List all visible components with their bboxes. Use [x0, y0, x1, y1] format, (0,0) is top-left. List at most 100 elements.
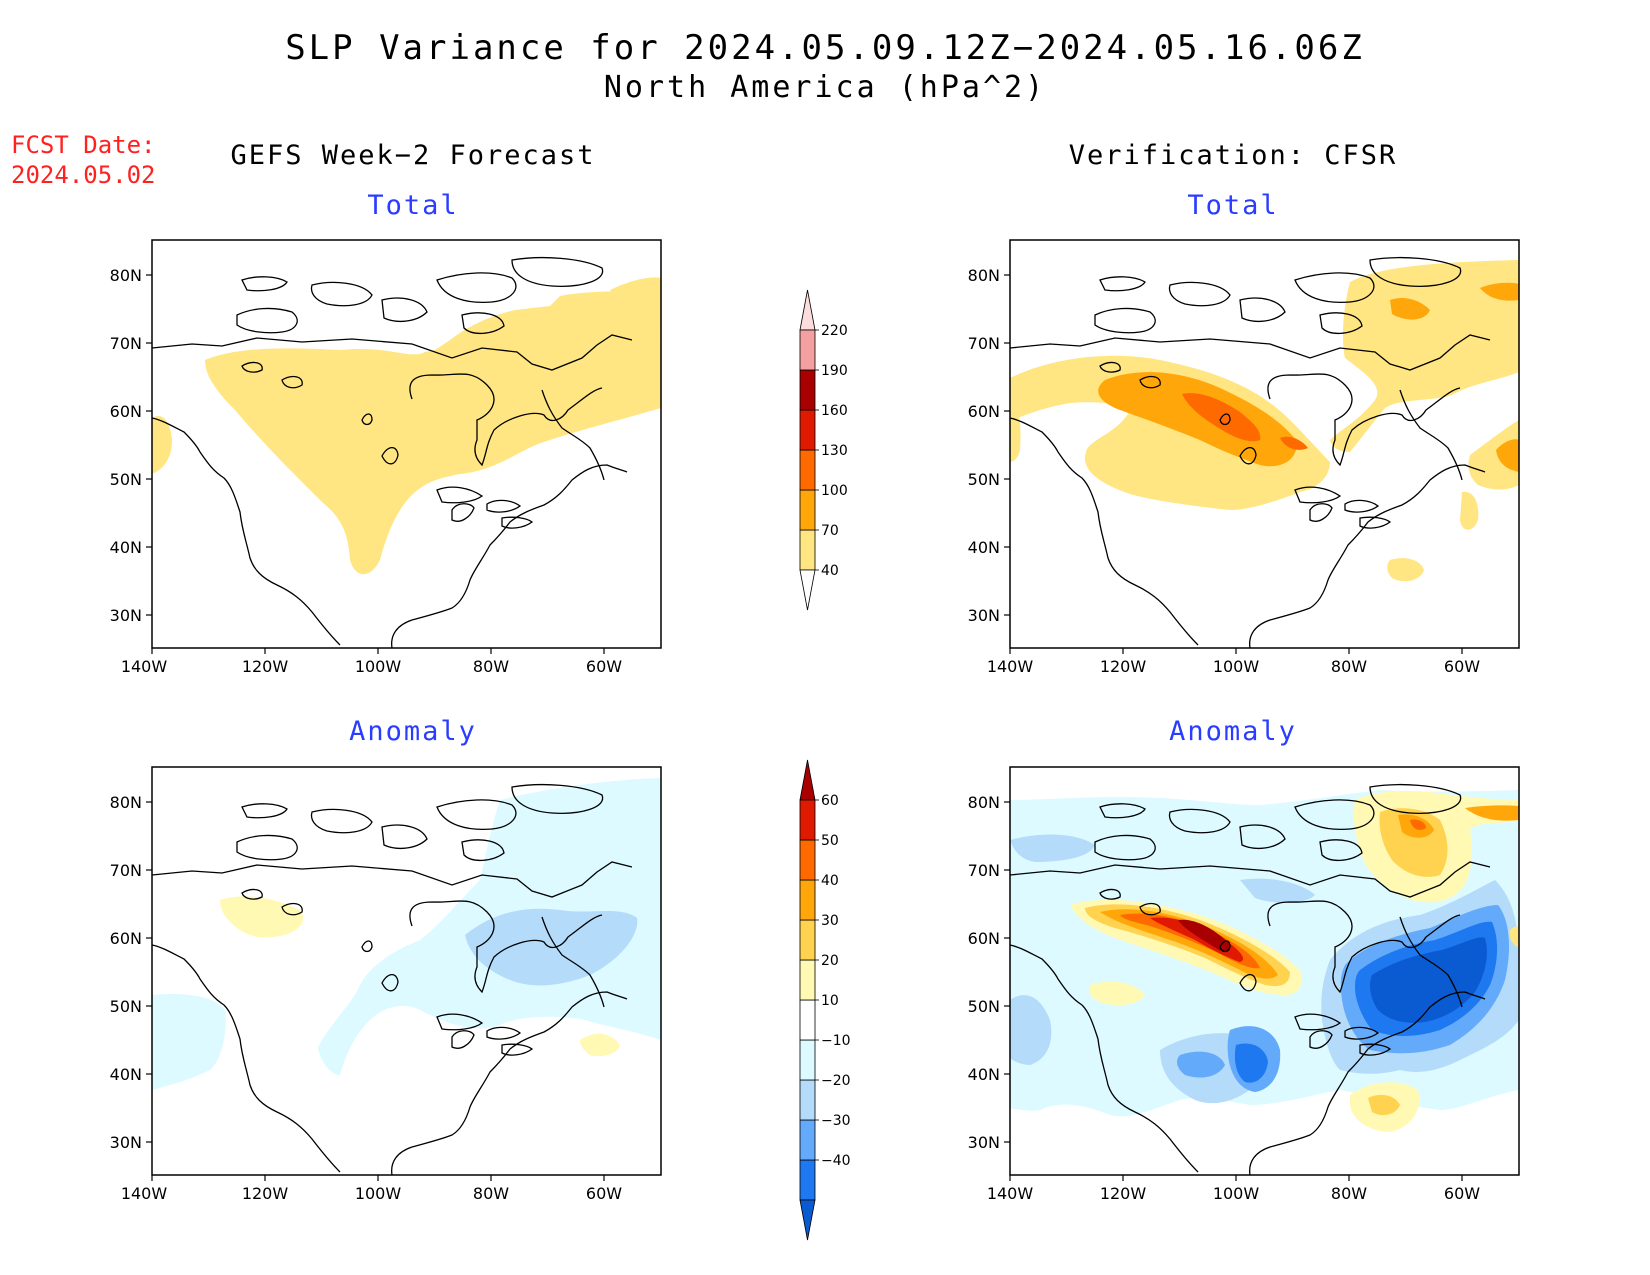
- right-column-title: Verification: CFSR: [1068, 140, 1398, 171]
- panel-title-anomaly-verification: Anomaly: [1169, 716, 1297, 747]
- lon-tick-120w: 120W: [242, 657, 289, 676]
- colorbar-total-box-3: [799, 409, 816, 451]
- colorbar-anomaly-label-2: −20: [821, 1073, 851, 1089]
- lat-tick-60n: 60N: [968, 929, 1000, 948]
- lon-tick-80w: 80W: [473, 657, 509, 676]
- colorbar-anomaly-label-3: −10: [821, 1033, 851, 1049]
- lon-tick-60w: 60W: [586, 1184, 622, 1203]
- colorbar-total-box-4: [799, 369, 816, 411]
- lon-tick-60w: 60W: [586, 657, 622, 676]
- colorbar-total-label-70: 70: [821, 523, 839, 539]
- lon-tick-100w: 100W: [355, 657, 402, 676]
- colorbar-total-box-5: [799, 329, 816, 371]
- colorbar-anomaly-label-7: 40: [821, 873, 839, 889]
- lon-tick-100w: 100W: [355, 1184, 402, 1203]
- colorbar-total-label-40: 40: [821, 563, 839, 579]
- lat-tick-80n: 80N: [110, 793, 142, 812]
- lat-tick-50n: 50N: [968, 997, 1000, 1016]
- colorbar-anomaly-label-1: −30: [821, 1113, 851, 1129]
- colorbar-anomaly-box-4: [799, 999, 816, 1041]
- chart-title: SLP Variance for 2024.05.09.12Z−2024.05.…: [285, 28, 1365, 68]
- colorbar-total-label-130: 130: [821, 443, 848, 459]
- lat-tick-labels-a: 80N 70N 60N 50N 40N 30N: [110, 266, 142, 625]
- colorbar-total-box-0: [799, 529, 816, 571]
- colorbar-total-box-1: [799, 489, 816, 531]
- lat-tick-60n: 60N: [968, 402, 1000, 421]
- colorbar-total-label-160: 160: [821, 403, 848, 419]
- colorbar-anomaly-label-5: 20: [821, 953, 839, 969]
- lat-tick-50n: 50N: [110, 997, 142, 1016]
- colorbar-total-label-100: 100: [821, 483, 848, 499]
- lon-tick-140w: 140W: [121, 1184, 168, 1203]
- lon-tick-labels-d: 140W 120W 100W 80W 60W: [987, 1184, 1480, 1203]
- colorbar-anomaly: −40 −30 −20 −10 10 20 30 40 50 60: [799, 759, 851, 1241]
- colorbar-total-label-190: 190: [821, 363, 848, 379]
- colorbar-anomaly-label-4: 10: [821, 993, 839, 1009]
- colorbar-anomaly-box-0: [799, 1159, 816, 1201]
- fcst-date-label: FCST Date:: [11, 131, 156, 159]
- colorbar-anomaly-top-end: [799, 759, 816, 801]
- lat-tick-labels-c: 80N 70N 60N 50N 40N 30N: [110, 793, 142, 1152]
- lon-tick-labels-a: 140W 120W 100W 80W 60W: [121, 657, 622, 676]
- colorbar-anomaly-label-9: 60: [821, 793, 839, 809]
- lon-tick-140w: 140W: [987, 657, 1034, 676]
- colorbar-anomaly-label-8: 50: [821, 833, 839, 849]
- lon-tick-100w: 100W: [1213, 657, 1260, 676]
- lat-tick-40n: 40N: [968, 538, 1000, 557]
- lat-tick-80n: 80N: [110, 266, 142, 285]
- colorbar-total-top-end: [799, 289, 816, 331]
- lat-tick-labels-b: 80N 70N 60N 50N 40N 30N: [968, 266, 1000, 625]
- lat-tick-50n: 50N: [110, 470, 142, 489]
- colorbar-anomaly-box-1: [799, 1119, 816, 1161]
- colorbar-total-label-220: 220: [821, 323, 848, 339]
- lon-tick-100w: 100W: [1213, 1184, 1260, 1203]
- lon-tick-140w: 140W: [121, 657, 168, 676]
- lon-tick-60w: 60W: [1444, 657, 1480, 676]
- panel-title-total-forecast: Total: [367, 190, 459, 221]
- lat-tick-50n: 50N: [968, 470, 1000, 489]
- colorbar-anomaly-box-7: [799, 879, 816, 921]
- lat-tick-80n: 80N: [968, 266, 1000, 285]
- colorbar-total-bottom-end: [799, 569, 816, 611]
- colorbar-anomaly-box-2: [799, 1079, 816, 1121]
- lon-tick-labels-b: 140W 120W 100W 80W 60W: [987, 657, 1480, 676]
- lon-tick-120w: 120W: [1100, 657, 1147, 676]
- lon-tick-120w: 120W: [1100, 1184, 1147, 1203]
- lat-tick-labels-d: 80N 70N 60N 50N 40N 30N: [968, 793, 1000, 1152]
- colorbar-anomaly-box-8: [799, 839, 816, 881]
- colorbar-anomaly-box-6: [799, 919, 816, 961]
- lat-tick-70n: 70N: [110, 861, 142, 880]
- lat-tick-30n: 30N: [110, 606, 142, 625]
- lon-tick-labels-c: 140W 120W 100W 80W 60W: [121, 1184, 622, 1203]
- map-panel-total-verification: [1009, 239, 1520, 649]
- map-panel-anomaly-verification: [1009, 766, 1520, 1176]
- lat-tick-30n: 30N: [968, 1133, 1000, 1152]
- colorbar-anomaly-bottom-end: [799, 1199, 816, 1241]
- lat-tick-60n: 60N: [110, 402, 142, 421]
- lat-tick-80n: 80N: [968, 793, 1000, 812]
- map-panel-total-forecast: [151, 239, 662, 649]
- colorbar-anomaly-label-0: −40: [821, 1153, 851, 1169]
- lat-tick-60n: 60N: [110, 929, 142, 948]
- lat-tick-40n: 40N: [110, 538, 142, 557]
- lat-tick-70n: 70N: [968, 334, 1000, 353]
- axis-ticks: [146, 274, 1463, 1181]
- colorbar-anomaly-label-6: 30: [821, 913, 839, 929]
- lon-tick-80w: 80W: [473, 1184, 509, 1203]
- lat-tick-40n: 40N: [968, 1065, 1000, 1084]
- lat-tick-40n: 40N: [110, 1065, 142, 1084]
- colorbar-anomaly-box-5: [799, 959, 816, 1001]
- left-column-title: GEFS Week−2 Forecast: [230, 140, 596, 171]
- lon-tick-120w: 120W: [242, 1184, 289, 1203]
- lat-tick-70n: 70N: [968, 861, 1000, 880]
- lon-tick-80w: 80W: [1331, 657, 1367, 676]
- panel-title-anomaly-forecast: Anomaly: [349, 716, 477, 747]
- lat-tick-30n: 30N: [968, 606, 1000, 625]
- colorbar-anomaly-box-9: [799, 799, 816, 841]
- lat-tick-70n: 70N: [110, 334, 142, 353]
- panel-title-total-verification: Total: [1187, 190, 1279, 221]
- chart-subtitle: North America (hPa^2): [603, 70, 1047, 105]
- lat-tick-30n: 30N: [110, 1133, 142, 1152]
- map-panel-anomaly-forecast: [151, 766, 662, 1176]
